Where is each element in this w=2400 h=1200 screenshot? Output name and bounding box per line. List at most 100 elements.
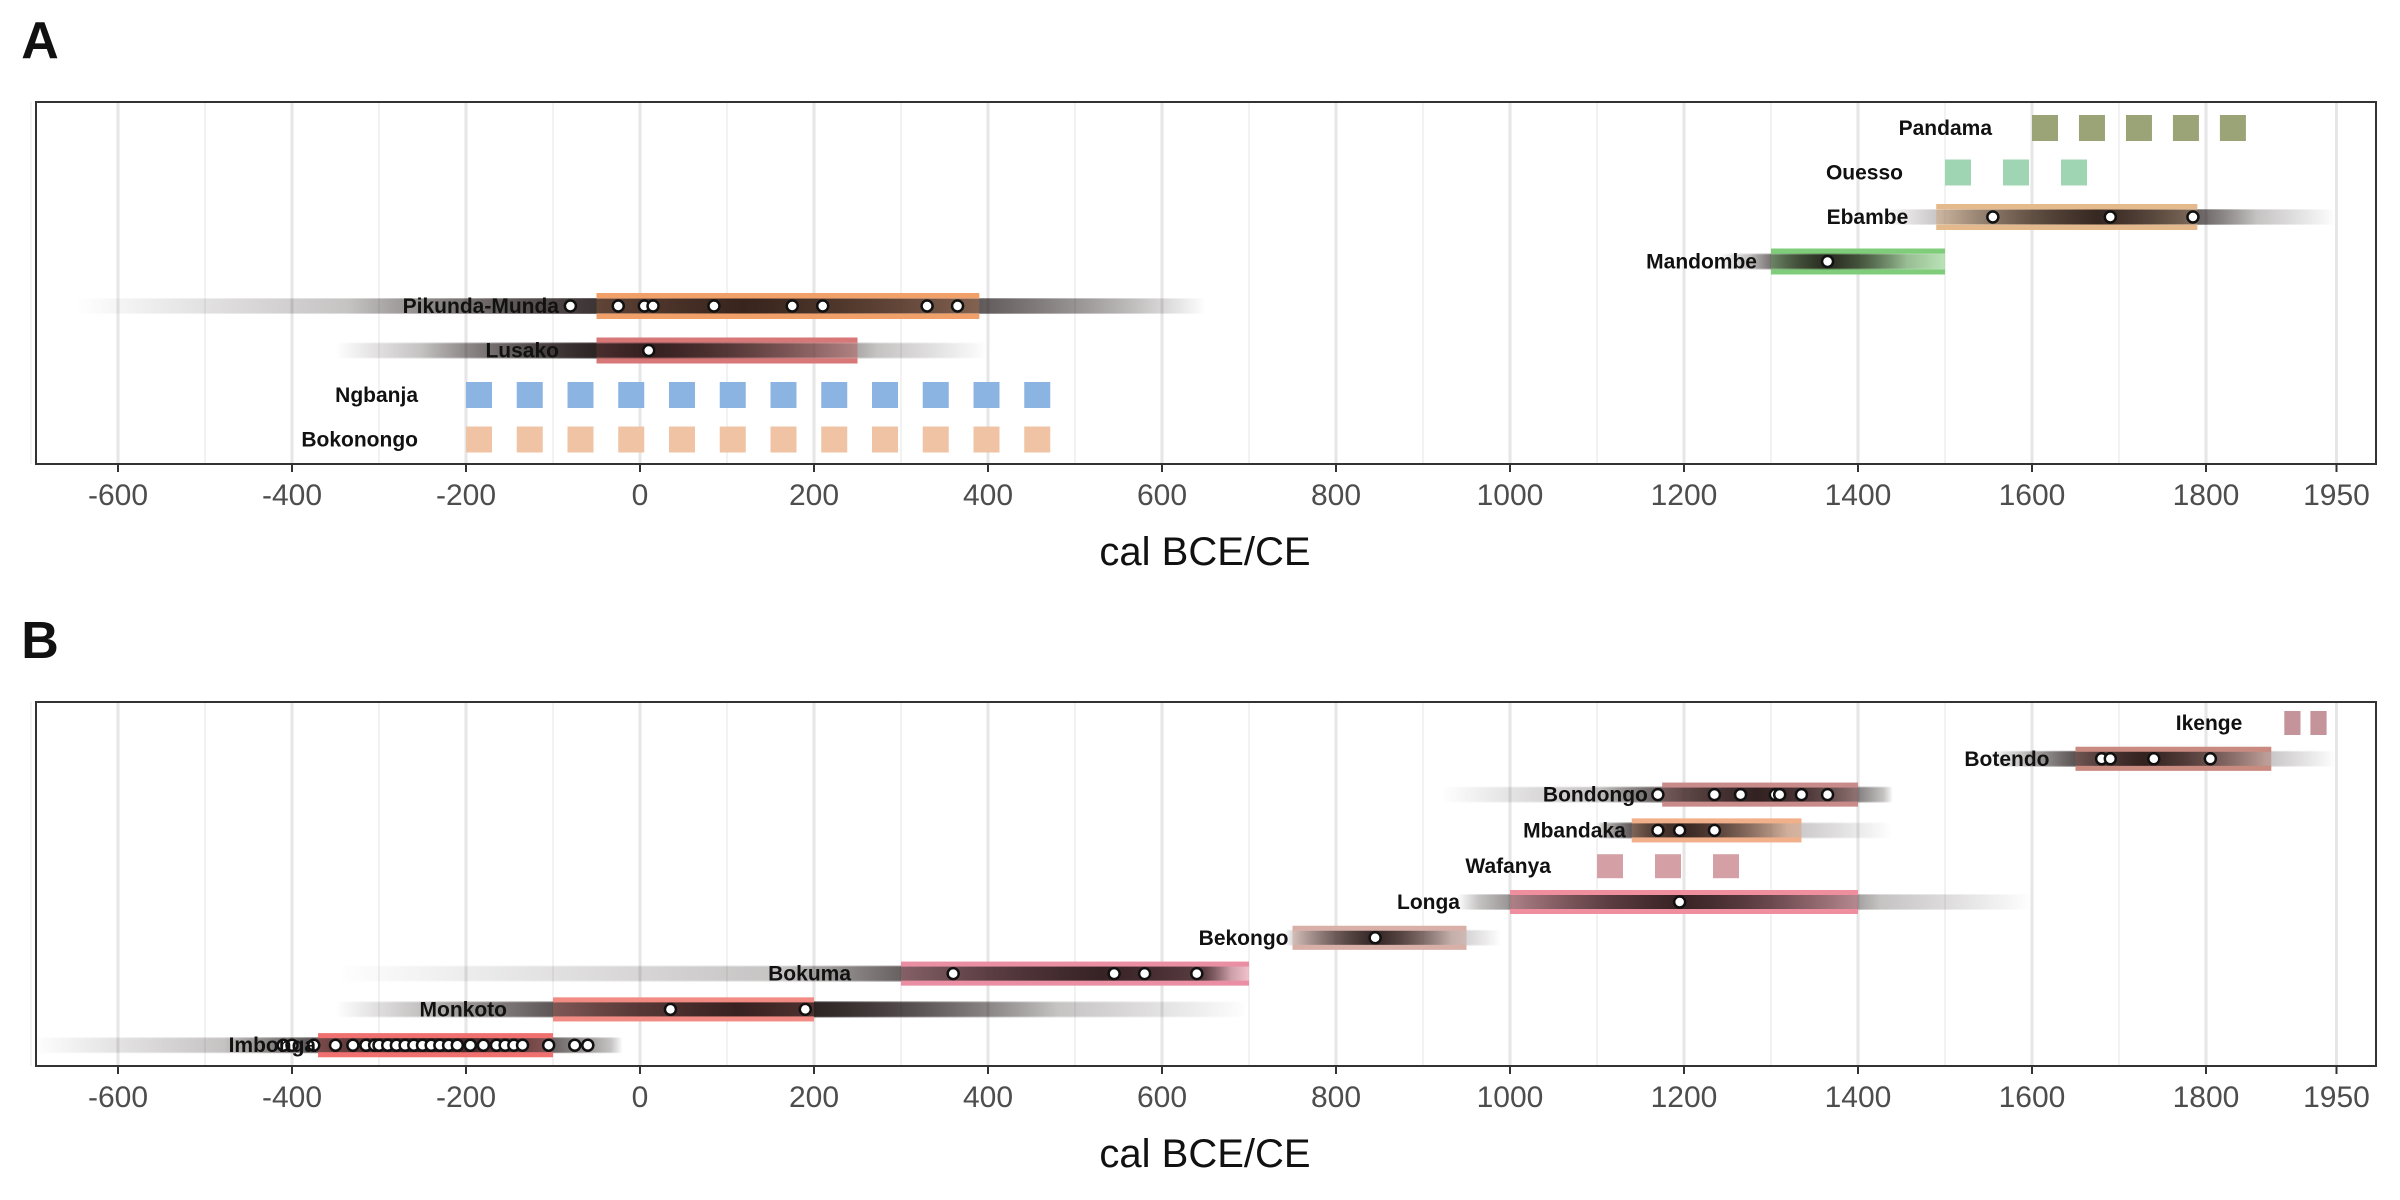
date-point	[2103, 752, 2118, 766]
date-point	[950, 299, 965, 313]
tick-label: 0	[632, 479, 649, 512]
gridlines	[30, 102, 2338, 464]
density-band-overlay	[1457, 895, 2032, 909]
tick-label: 1000	[1477, 1081, 1544, 1114]
date-point	[307, 1038, 321, 1052]
date-point	[1794, 787, 1809, 802]
row-label: Lusako	[485, 340, 559, 363]
date-point	[707, 299, 721, 313]
date-point	[641, 343, 656, 358]
row-ouesso: Ouesso	[1826, 159, 2087, 186]
date-point	[1772, 787, 1787, 802]
tick-label: 800	[1311, 1081, 1361, 1114]
x-axis: -600 -400 -200 0 200 400 600 800 1000 1200 1400 160…	[88, 464, 2370, 574]
row-pandama: Pandama	[1899, 115, 2246, 141]
period-segment	[2219, 115, 2246, 141]
period-segment	[821, 382, 848, 408]
period-segment	[1945, 159, 1971, 186]
period-segment	[466, 382, 492, 408]
period-segment	[973, 426, 1000, 453]
period-bar-bottom	[1771, 269, 1945, 275]
date-point	[2186, 210, 2200, 224]
period-segment	[618, 382, 645, 408]
period-segment	[2284, 711, 2301, 735]
period-bar-top	[1662, 782, 1858, 788]
period-segment	[567, 382, 594, 408]
period-segment	[1024, 382, 1051, 408]
tick-label: -600	[88, 1081, 148, 1114]
date-point	[815, 299, 830, 313]
row-label: Bekongo	[1199, 927, 1289, 950]
row-label: Pandama	[1899, 117, 1993, 140]
tick-label: 1950	[2303, 1081, 2370, 1114]
tick-label: -600	[88, 479, 148, 512]
date-point	[1707, 787, 1722, 802]
tick-label: 1200	[1651, 1081, 1718, 1114]
tick-label: 1000	[1477, 479, 1544, 512]
row-ebambe: Ebambe	[1827, 204, 2337, 230]
tick-label: 1400	[1825, 479, 1892, 512]
period-segment	[2125, 115, 2152, 141]
row-bokuma: Bokuma	[335, 961, 1249, 986]
period-segment	[669, 426, 695, 453]
period-segment	[567, 426, 594, 453]
date-point	[920, 299, 934, 313]
row-label: Monkoto	[420, 998, 507, 1021]
row-label: Bondongo	[1543, 784, 1648, 807]
row-longa: Longa	[1397, 890, 2032, 914]
period-segment	[770, 382, 797, 408]
period-bar-top	[2075, 746, 2272, 752]
period-segment	[2032, 115, 2058, 141]
x-axis-title: cal BCE/CE	[1099, 530, 1310, 574]
row-mandombe: Mandombe	[1646, 248, 1945, 275]
row-label: Ikenge	[2176, 712, 2243, 735]
date-point	[946, 966, 960, 981]
row-label: Wafanya	[1465, 855, 1551, 878]
tick-label: -200	[436, 1081, 496, 1114]
density-band-overlay	[1988, 751, 2337, 766]
rows: Pandama Ouesso Ebambe Mandombe Pikunda-Munda…	[74, 115, 2337, 453]
row-imbonga: Imbonga	[31, 1033, 623, 1058]
row-label: Bokonongo	[301, 429, 418, 452]
density-band-overlay	[31, 1038, 623, 1053]
period-bar-top	[1631, 818, 1802, 824]
panel-A: A Pandama Ouesso Ebambe Mandombe Pikunda-Mund…	[21, 12, 2377, 574]
period-bar-bottom	[318, 1052, 553, 1058]
date-point	[328, 1038, 343, 1052]
date-point	[463, 1038, 478, 1052]
panel-B: B Ikenge Botendo Bondongo Mbandaka WafanyaLon…	[21, 612, 2377, 1176]
period-bar-bottom	[1631, 837, 1802, 843]
tick-label: -400	[262, 1081, 322, 1114]
date-point	[1707, 823, 1722, 838]
density-band-overlay	[335, 343, 988, 358]
period-segment	[2172, 115, 2199, 141]
date-point	[1368, 931, 1382, 945]
date-point	[1986, 210, 2000, 224]
date-point	[515, 1038, 530, 1052]
row-ikenge: Ikenge	[2176, 711, 2327, 735]
tick-label: 1600	[1999, 479, 2066, 512]
period-bar-top	[596, 337, 858, 343]
date-point	[541, 1038, 556, 1052]
date-point	[2203, 752, 2218, 766]
date-point	[1820, 787, 1835, 802]
row-ngbanja: Ngbanja	[335, 382, 1051, 408]
date-point	[2147, 752, 2161, 766]
row-bokonongo: Bokonongo	[301, 426, 1051, 453]
period-segment	[770, 426, 797, 453]
period-segment	[872, 382, 898, 408]
tick-label: 400	[963, 479, 1013, 512]
panel-border	[35, 701, 2377, 1067]
row-botendo: Botendo	[1964, 746, 2337, 771]
panel-label: B	[21, 612, 59, 670]
density-band-overlay	[335, 966, 1249, 981]
date-point	[1820, 254, 1835, 269]
date-point	[646, 299, 660, 313]
date-point	[563, 299, 578, 313]
period-segment	[1713, 854, 1739, 879]
tick-label: 1800	[2173, 479, 2240, 512]
tick-label: 600	[1137, 479, 1187, 512]
period-segment	[466, 426, 492, 453]
period-segment	[973, 382, 1000, 408]
